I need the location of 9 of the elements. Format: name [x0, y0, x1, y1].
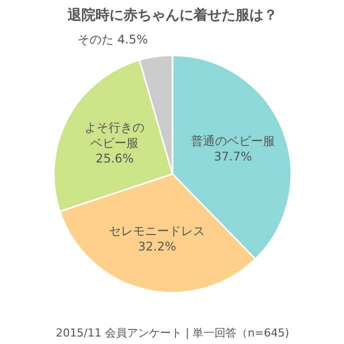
slice-label: そのた 4.5%	[78, 32, 148, 47]
slice-label: よそ行きのベビー服	[84, 120, 145, 150]
slice-label: 普通のベビー服	[190, 134, 275, 148]
chart-title: 退院時に赤ちゃんに着せた服は？	[66, 6, 278, 24]
data-label: 37.7%	[214, 150, 252, 164]
slice-label: セレモニードレス	[109, 224, 206, 238]
data-label: 25.6%	[96, 151, 134, 166]
data-label: 32.2%	[138, 239, 176, 254]
text: 2015/11 会員アンケート | 単一回答（n=645)	[56, 326, 290, 340]
